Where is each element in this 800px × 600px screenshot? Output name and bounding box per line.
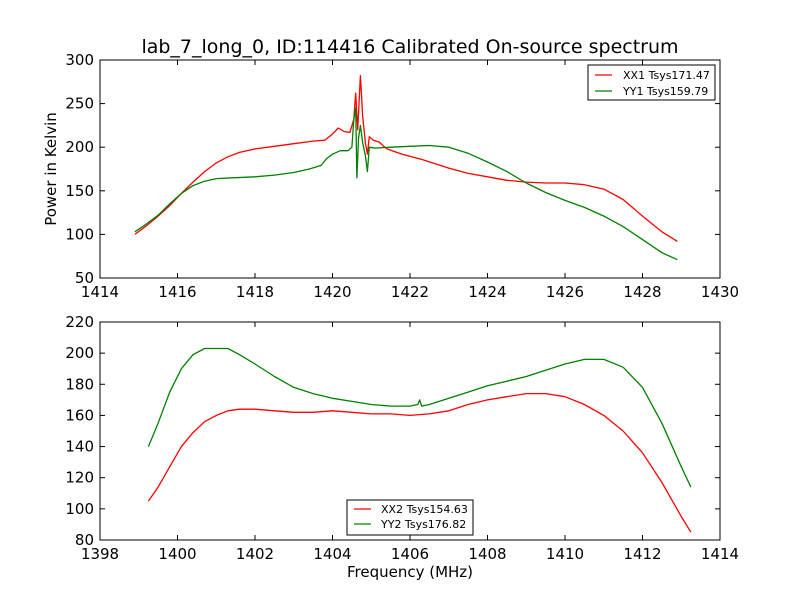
bottom-series-group — [147, 347, 692, 533]
top-y-tick-label: 150 — [65, 182, 94, 200]
bottom-y-tick-label: 180 — [65, 375, 94, 393]
bottom-series-line-xx — [147, 392, 692, 533]
legend-label-xx2: XX2 Tsys154.63 — [381, 503, 468, 516]
top-y-tick-label: 50 — [75, 269, 94, 287]
top-series-line-yy — [134, 107, 678, 261]
bottom-spectrum-panel: Frequency (MHz) 1398 1400 1402 1404 1406 1408… — [65, 313, 739, 581]
top-series-group — [134, 75, 678, 261]
bottom-x-tick-label: 1406 — [391, 545, 429, 563]
bottom-x-tick-label: 1412 — [623, 545, 661, 563]
top-x-tick-label: 1416 — [158, 283, 196, 301]
top-x-tick-label: 1426 — [546, 283, 584, 301]
top-plot-frame — [99, 59, 721, 279]
bottom-x-axis-label: Frequency (MHz) — [347, 563, 473, 581]
bottom-legend-box — [346, 499, 474, 536]
legend-label-yy2: YY2 Tsys176.82 — [380, 518, 466, 531]
bottom-y-tick-label: 160 — [65, 406, 94, 424]
top-x-tick-label: 1420 — [313, 283, 351, 301]
top-series-line-xx — [134, 75, 678, 242]
top-y-tick-label: 250 — [65, 95, 94, 113]
top-legend-box — [587, 64, 716, 101]
bottom-x-tick-label: 1400 — [158, 545, 196, 563]
legend-label-xx1: XX1 Tsys171.47 — [623, 69, 710, 82]
chart-title: lab_7_long_0, ID:114416 Calibrated On-so… — [141, 36, 678, 58]
bottom-y-tick-label: 80 — [75, 531, 94, 549]
bottom-plot-frame — [99, 321, 721, 541]
top-x-tick-label: 1422 — [391, 283, 429, 301]
bottom-x-tick-label: 1398 — [81, 545, 119, 563]
top-legend: XX1 Tsys171.47 YY1 Tsys159.79 — [587, 64, 716, 101]
bottom-y-tick-label: 200 — [65, 344, 94, 362]
top-x-tick-label: 1430 — [701, 283, 739, 301]
bottom-y-tick-label: 120 — [65, 469, 94, 487]
bottom-x-tick-label: 1414 — [701, 545, 739, 563]
top-y-tick-label: 200 — [65, 138, 94, 156]
bottom-series-line-yy — [147, 347, 692, 488]
legend-label-yy1: YY1 Tsys159.79 — [622, 85, 708, 98]
bottom-ticks: 1398 1400 1402 1404 1406 1408 1410 1412 1414 80 10… — [65, 313, 739, 563]
bottom-y-tick-label: 100 — [65, 500, 94, 518]
top-y-axis-label: Power in Kelvin — [42, 112, 60, 226]
top-x-tick-label: 1418 — [236, 283, 274, 301]
bottom-x-tick-label: 1408 — [468, 545, 506, 563]
top-y-tick-label: 300 — [65, 51, 94, 69]
bottom-x-tick-label: 1402 — [236, 545, 274, 563]
top-x-tick-label: 1428 — [623, 283, 661, 301]
top-x-tick-label: 1424 — [468, 283, 506, 301]
bottom-x-tick-label: 1404 — [313, 545, 351, 563]
top-spectrum-panel: lab_7_long_0, ID:114416 Calibrated On-so… — [42, 36, 739, 301]
top-y-tick-label: 100 — [65, 225, 94, 243]
top-x-tick-label: 1414 — [81, 283, 119, 301]
top-ticks: 1414 1416 1418 1420 1422 1424 1426 1428 1430 50 10… — [65, 51, 739, 301]
bottom-y-tick-label: 220 — [65, 313, 94, 331]
bottom-legend: XX2 Tsys154.63 YY2 Tsys176.82 — [346, 499, 474, 536]
bottom-x-tick-label: 1410 — [546, 545, 584, 563]
bottom-y-tick-label: 140 — [65, 438, 94, 456]
